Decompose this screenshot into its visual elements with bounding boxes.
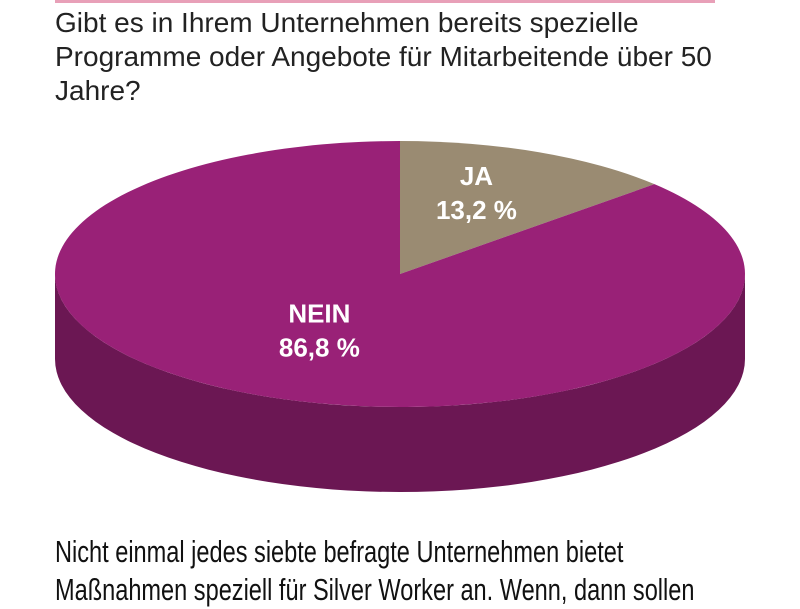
pie: JA 13,2 % NEIN 86,8 % bbox=[54, 141, 745, 492]
chart-title: Gibt es in Ihrem Unternehmen bereits spe… bbox=[55, 7, 712, 106]
pie-slice bbox=[54, 141, 745, 407]
top-rule bbox=[55, 0, 715, 3]
pie-slice bbox=[400, 141, 655, 274]
slice-label: JA bbox=[460, 161, 493, 191]
pie-side bbox=[55, 274, 745, 492]
value-label: 13,2 % bbox=[436, 195, 517, 225]
caption: Nicht einmal jedes siebte befragte Unter… bbox=[55, 534, 695, 607]
value-label: 86,8 % bbox=[279, 333, 360, 363]
slice-label: NEIN bbox=[288, 299, 350, 329]
